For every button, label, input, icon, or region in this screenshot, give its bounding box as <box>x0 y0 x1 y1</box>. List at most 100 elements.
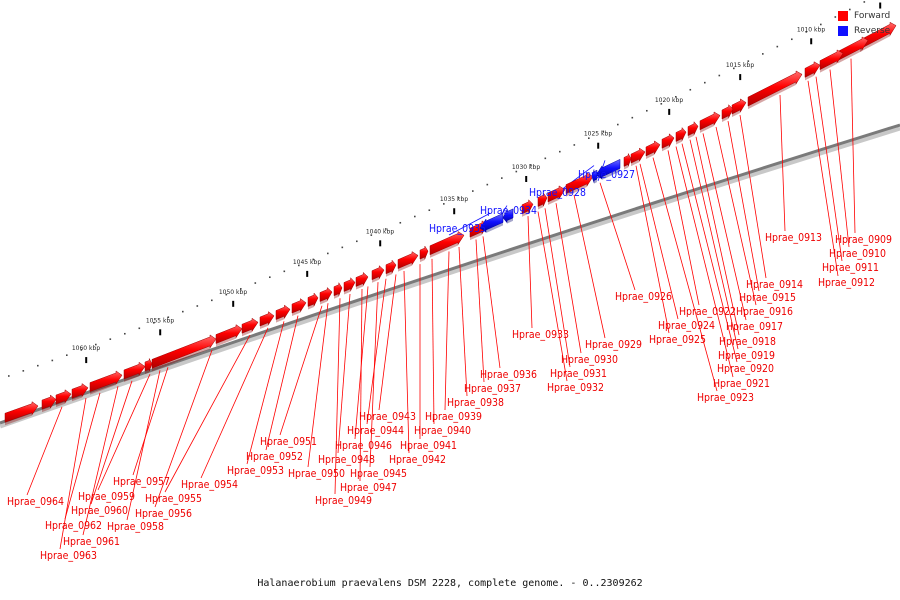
forward-gene-arrow[interactable] <box>144 358 153 375</box>
gene-label-hprae-0932[interactable]: Hprae_0932 <box>547 382 604 394</box>
gene-label-hprae-0917[interactable]: Hprae_0917 <box>726 321 783 333</box>
forward-gene-arrow[interactable] <box>55 389 72 408</box>
gene-label-hprae-0957[interactable]: Hprae_0957 <box>113 476 170 488</box>
gene-label-hprae-0964[interactable]: Hprae_0964 <box>7 496 64 508</box>
forward-gene-arrow[interactable] <box>819 49 844 73</box>
forward-gene-arrow[interactable] <box>623 153 632 170</box>
forward-gene-arrow[interactable] <box>645 140 661 159</box>
gene-label-hprae-0944[interactable]: Hprae_0944 <box>347 425 404 437</box>
reverse-gene-arrow[interactable] <box>479 213 504 234</box>
forward-gene-arrow[interactable] <box>343 277 356 295</box>
forward-gene-arrow[interactable] <box>71 383 89 402</box>
gene-label-hprae-0918[interactable]: Hprae_0918 <box>719 336 776 348</box>
gene-label-hprae-0911[interactable]: Hprae_0911 <box>822 262 879 274</box>
gene-label-hprae-0953[interactable]: Hprae_0953 <box>227 465 284 477</box>
gene-label-hprae-0956[interactable]: Hprae_0956 <box>135 508 192 520</box>
forward-gene-arrow[interactable] <box>385 259 397 277</box>
gene-label-hprae-0955[interactable]: Hprae_0955 <box>145 493 202 505</box>
gene-label-hprae-0945[interactable]: Hprae_0945 <box>350 468 407 480</box>
forward-gene-arrow[interactable] <box>837 36 869 64</box>
forward-gene-arrow[interactable] <box>275 304 291 323</box>
forward-gene-arrow[interactable] <box>319 286 333 305</box>
gene-label-hprae-0942[interactable]: Hprae_0942 <box>389 454 446 466</box>
forward-gene-arrow[interactable] <box>731 98 747 118</box>
gene-label-hprae-0933[interactable]: Hprae_0933 <box>512 329 569 341</box>
gene-label-hprae-0923[interactable]: Hprae_0923 <box>697 392 754 404</box>
gene-label-hprae-0947[interactable]: Hprae_0947 <box>340 482 397 494</box>
gene-label-hprae-0913[interactable]: Hprae_0913 <box>765 232 822 244</box>
forward-gene-arrow[interactable] <box>521 199 534 217</box>
gene-label-hprae-0940[interactable]: Hprae_0940 <box>414 425 471 437</box>
gene-label-hprae-0910[interactable]: Hprae_0910 <box>829 248 886 260</box>
gene-label-hprae-0963[interactable]: Hprae_0963 <box>40 550 97 562</box>
forward-gene-arrow[interactable] <box>675 126 687 145</box>
gene-label-hprae-0922[interactable]: Hprae_0922 <box>679 306 736 318</box>
gene-label-hprae-0952[interactable]: Hprae_0952 <box>246 451 303 463</box>
forward-gene-arrow[interactable] <box>291 298 307 317</box>
gene-label-hprae-0939[interactable]: Hprae_0939 <box>425 411 482 423</box>
gene-label-hprae-0937[interactable]: Hprae_0937 <box>464 383 521 395</box>
forward-gene-arrow[interactable] <box>89 370 123 395</box>
forward-gene-arrow[interactable] <box>371 265 385 283</box>
gene-label-hprae-0930[interactable]: Hprae_0930 <box>561 354 618 366</box>
gene-label-hprae-0912[interactable]: Hprae_0912 <box>818 277 875 289</box>
forward-gene-arrow[interactable] <box>4 401 39 426</box>
gene-label-hprae-0936[interactable]: Hprae_0936 <box>480 369 537 381</box>
gene-label-hprae-0919[interactable]: Hprae_0919 <box>718 350 775 362</box>
gene-label-hprae-0959[interactable]: Hprae_0959 <box>78 491 135 503</box>
forward-gene-arrow[interactable] <box>747 70 803 110</box>
gene-label-hprae-0960[interactable]: Hprae_0960 <box>71 505 128 517</box>
gene-label-hprae-0962[interactable]: Hprae_0962 <box>45 520 102 532</box>
forward-gene-arrow[interactable] <box>151 334 217 372</box>
gene-label-hprae-0938[interactable]: Hprae_0938 <box>447 397 504 409</box>
forward-gene-arrow[interactable] <box>859 21 897 52</box>
forward-gene-arrow[interactable] <box>41 394 57 413</box>
forward-gene-arrow[interactable] <box>123 361 146 382</box>
reverse-gene-arrow[interactable] <box>502 208 514 224</box>
forward-gene-arrow[interactable] <box>397 251 419 272</box>
gene-label-hprae-0961[interactable]: Hprae_0961 <box>63 536 120 548</box>
gene-label-hprae-0929[interactable]: Hprae_0929 <box>585 339 642 351</box>
gene-label-hprae-0920[interactable]: Hprae_0920 <box>717 363 774 375</box>
forward-gene-arrow[interactable] <box>537 192 548 210</box>
forward-gene-arrow[interactable] <box>215 324 243 347</box>
gene-label-hprae-0934[interactable]: Hprae_0934 <box>480 205 537 217</box>
gene-label-hprae-0916[interactable]: Hprae_0916 <box>736 306 793 318</box>
gene-label-hprae-0931[interactable]: Hprae_0931 <box>550 368 607 380</box>
forward-gene-arrow[interactable] <box>241 317 259 337</box>
gene-label-hprae-0941[interactable]: Hprae_0941 <box>400 440 457 452</box>
gene-label-hprae-0958[interactable]: Hprae_0958 <box>107 521 164 533</box>
gene-label-hprae-0950[interactable]: Hprae_0950 <box>288 468 345 480</box>
gene-label-hprae-0909[interactable]: Hprae_0909 <box>835 234 892 246</box>
forward-gene-arrow[interactable] <box>630 147 646 167</box>
gene-label-hprae-0948[interactable]: Hprae_0948 <box>318 454 375 466</box>
gene-label-hprae-0943[interactable]: Hprae_0943 <box>359 411 416 423</box>
gene-label-hprae-0925[interactable]: Hprae_0925 <box>649 334 706 346</box>
reverse-gene-arrow[interactable] <box>591 169 598 184</box>
gene-label-hprae-0951[interactable]: Hprae_0951 <box>260 436 317 448</box>
forward-gene-arrow[interactable] <box>661 133 675 152</box>
forward-gene-arrow[interactable] <box>333 281 343 299</box>
gene-label-hprae-0924[interactable]: Hprae_0924 <box>658 320 715 332</box>
forward-gene-arrow[interactable] <box>355 271 369 290</box>
gene-label-hprae-0949[interactable]: Hprae_0949 <box>315 495 372 507</box>
gene-label-hprae-0915[interactable]: Hprae_0915 <box>739 292 796 304</box>
reverse-gene-arrow[interactable] <box>595 158 621 180</box>
forward-gene-arrow[interactable] <box>687 121 699 139</box>
gene-label-hprae-0921[interactable]: Hprae_0921 <box>713 378 770 390</box>
forward-gene-arrow[interactable] <box>721 104 734 123</box>
gene-label-hprae-0928[interactable]: Hprae_0928 <box>529 187 586 199</box>
forward-gene-arrow[interactable] <box>259 311 275 330</box>
forward-gene-arrow[interactable] <box>565 172 594 197</box>
forward-gene-arrow[interactable] <box>419 245 429 263</box>
forward-gene-arrow[interactable] <box>429 231 465 258</box>
gene-label-hprae-0935[interactable]: Hprae_0935 <box>429 223 486 235</box>
forward-gene-arrow[interactable] <box>547 185 566 205</box>
gene-label-hprae-0914[interactable]: Hprae_0914 <box>746 279 803 291</box>
forward-gene-arrow[interactable] <box>307 292 319 310</box>
forward-gene-arrow[interactable] <box>804 61 821 81</box>
gene-label-hprae-0954[interactable]: Hprae_0954 <box>181 479 238 491</box>
gene-label-hprae-0926[interactable]: Hprae_0926 <box>615 291 672 303</box>
gene-label-hprae-0946[interactable]: Hprae_0946 <box>335 440 392 452</box>
gene-label-hprae-0927[interactable]: Hprae_0927 <box>578 169 635 181</box>
